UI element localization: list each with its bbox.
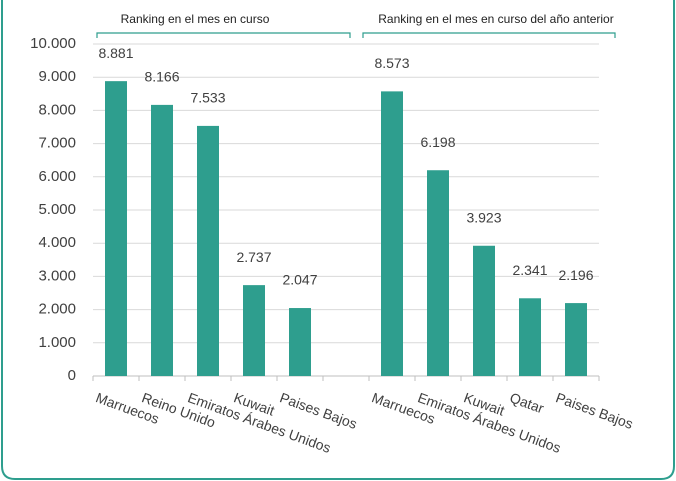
y-tick-label: 9.000: [38, 68, 76, 85]
x-tick-label: Paises Bajos: [554, 389, 636, 432]
bracket: [96, 32, 351, 38]
value-label: 8.573: [374, 55, 409, 71]
y-tick-label: 10.000: [30, 35, 76, 52]
bar: [243, 285, 265, 376]
y-tick-label: 2.000: [38, 301, 76, 318]
bar: [381, 91, 403, 376]
bar: [289, 308, 311, 376]
y-tick-label: 0: [68, 367, 76, 384]
value-label: 8.166: [144, 69, 179, 85]
group-label: Ranking en el mes en curso del año anter…: [378, 12, 613, 26]
y-tick-label: 3.000: [38, 267, 76, 284]
value-label: 7.533: [190, 90, 225, 106]
value-label: 2.196: [558, 267, 593, 283]
bar: [519, 298, 541, 376]
value-label: 2.341: [512, 262, 547, 278]
value-label: 3.923: [466, 209, 501, 225]
bar: [197, 125, 219, 376]
group-label: Ranking en el mes en curso: [121, 12, 270, 26]
y-tick-label: 5.000: [38, 201, 76, 218]
bar: [565, 303, 587, 376]
bar: [151, 104, 173, 377]
y-tick-label: 8.000: [38, 101, 76, 118]
value-label: 8.881: [98, 45, 133, 61]
y-tick-label: 1.000: [38, 334, 76, 351]
y-tick-label: 7.000: [38, 135, 76, 152]
y-tick-label: 4.000: [38, 234, 76, 251]
bar: [473, 245, 495, 376]
bracket: [362, 32, 616, 38]
y-tick-label: 6.000: [38, 168, 76, 185]
x-tick-label: Qatar: [508, 389, 547, 416]
value-label: 2.047: [282, 272, 317, 288]
bar: [427, 170, 449, 376]
bar: [105, 81, 127, 376]
value-label: 6.198: [420, 134, 455, 150]
value-label: 2.737: [236, 249, 271, 265]
